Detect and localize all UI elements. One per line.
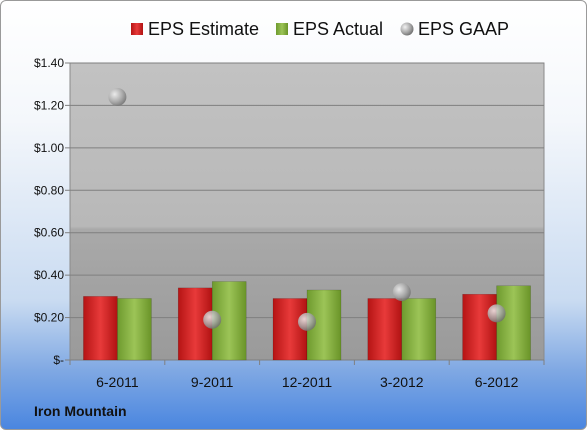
x-category-label: 6-2012 [475, 374, 519, 390]
y-axis-ticks: $- $0.20 $0.40 $0.60 $0.80 $1.00 $1.20 $1.40 [34, 56, 64, 367]
y-tick-label: $1.00 [34, 141, 64, 155]
y-tick-label: $0.20 [34, 311, 64, 325]
y-tick-label: $1.40 [34, 56, 64, 70]
legend-label: EPS GAAP [418, 19, 509, 39]
y-tick-label: $0.40 [34, 268, 64, 282]
x-axis-ticks: 6-2011 9-2011 12-2011 3-2012 6-2012 [69, 360, 545, 390]
gaap-points [108, 87, 506, 331]
gaap-point [487, 304, 506, 323]
bar-eps-actual [496, 285, 531, 361]
x-category-label: 12-2011 [282, 374, 333, 390]
bar-eps-actual [401, 298, 437, 361]
gaap-point [392, 283, 411, 302]
company-name: Iron Mountain [34, 403, 127, 419]
gaap-point [298, 312, 316, 331]
x-category-label: 9-2011 [191, 374, 234, 390]
gaap-point [108, 87, 127, 106]
legend-label: EPS Actual [293, 19, 383, 39]
x-category-label: 6-2011 [96, 374, 139, 390]
x-category-label: 3-2012 [380, 374, 424, 390]
bar-eps-estimate [83, 296, 118, 361]
gaap-point [203, 310, 222, 329]
bar-eps-estimate [367, 298, 403, 361]
y-tick-label: $0.80 [34, 183, 64, 197]
y-tick-label: $1.20 [34, 98, 64, 112]
y-tick-label: $0.60 [34, 226, 64, 240]
legend-label: EPS Estimate [148, 19, 259, 39]
legend-swatch [131, 23, 143, 35]
y-tick-label: $- [53, 353, 64, 367]
bar-eps-actual [117, 298, 152, 361]
bar-eps-estimate [462, 293, 497, 361]
legend: EPS Estimate EPS Actual EPS GAAP [131, 19, 509, 39]
bar-eps-estimate [272, 298, 308, 361]
legend-swatch [400, 22, 414, 36]
bars [83, 281, 531, 361]
legend-swatch [276, 23, 288, 35]
